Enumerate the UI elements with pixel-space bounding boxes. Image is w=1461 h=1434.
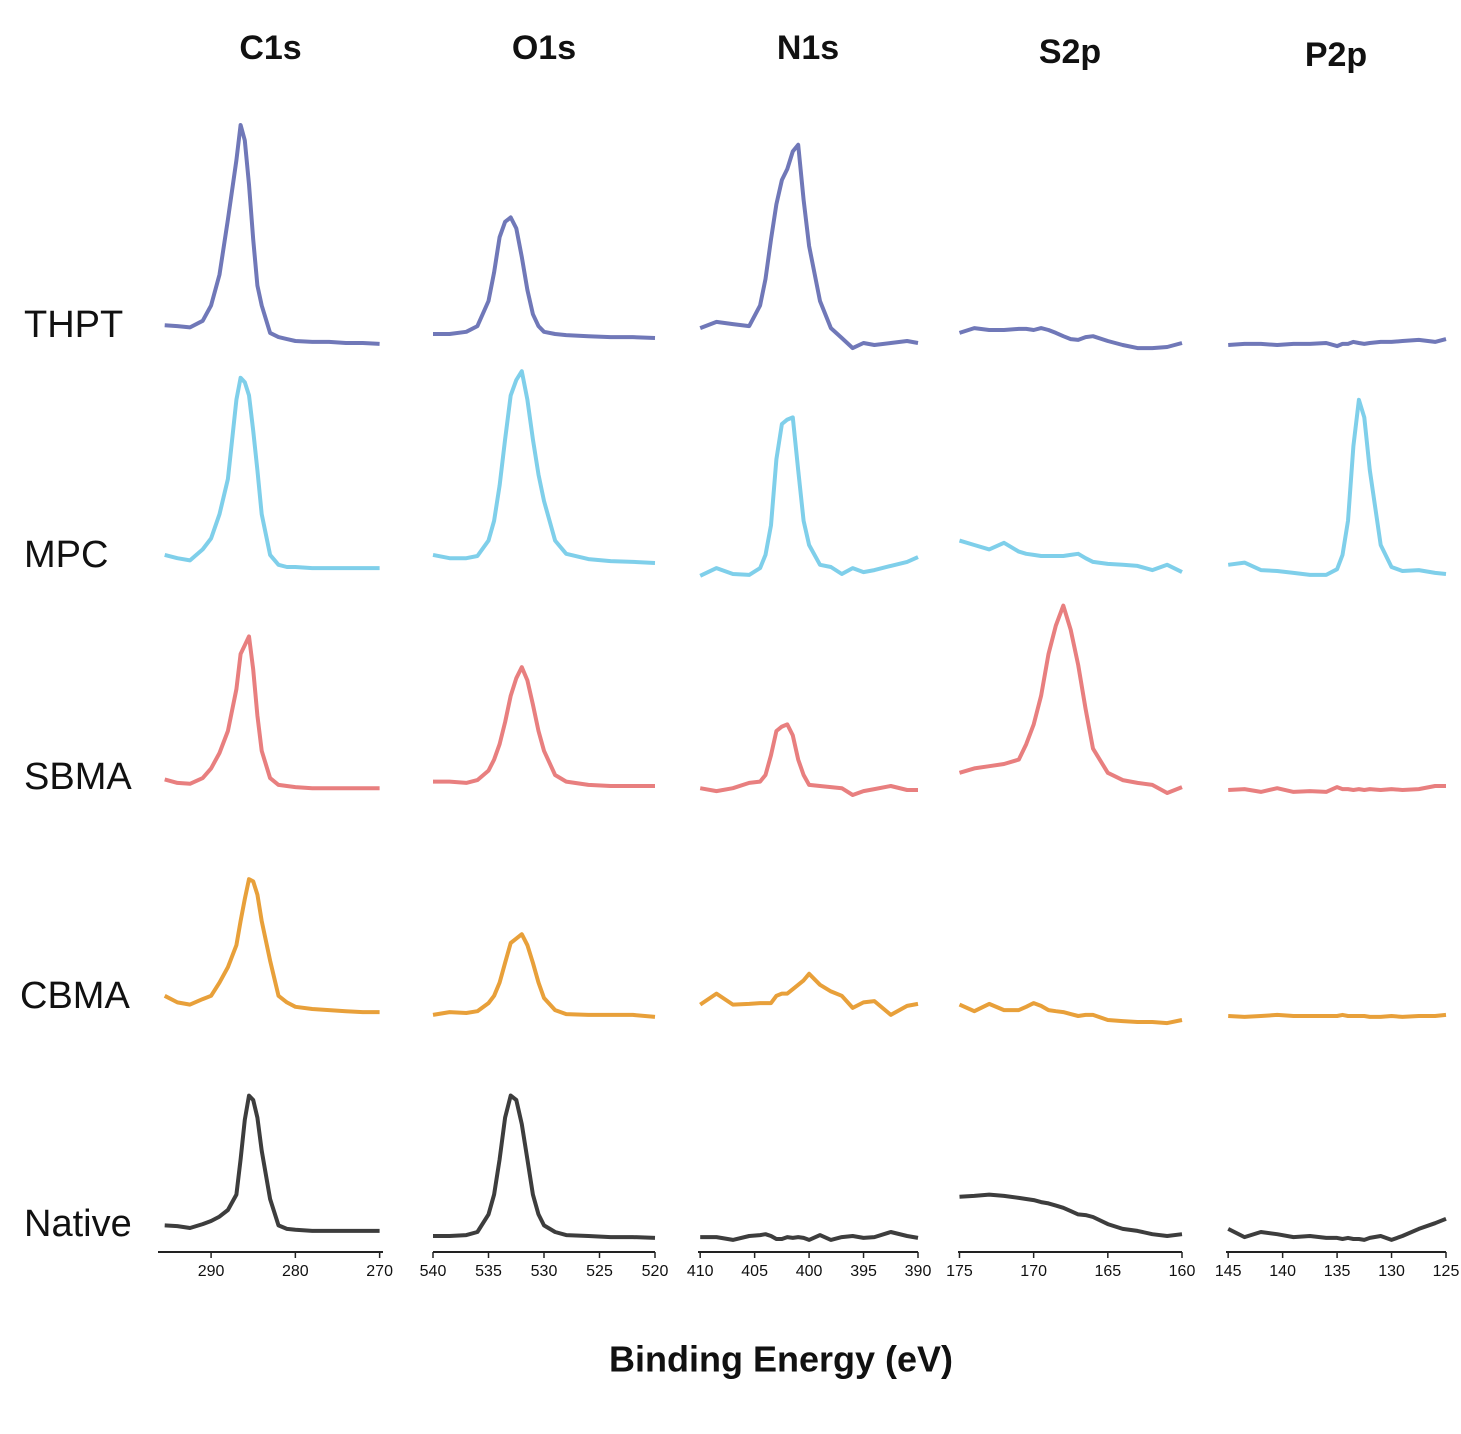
panel-title: O1s — [512, 29, 576, 67]
x-tick-label: 170 — [1020, 1263, 1047, 1280]
x-tick-label: 405 — [741, 1263, 768, 1280]
spectrum-line — [432, 932, 656, 1019]
spectrum-line — [699, 142, 919, 351]
row-label: MPC — [24, 534, 108, 576]
spectrum-line — [1228, 337, 1447, 349]
x-tick-label: 530 — [531, 1263, 558, 1280]
spectrum-line — [164, 123, 380, 346]
spectrum-line — [433, 1093, 656, 1240]
x-tick-label: 165 — [1094, 1263, 1121, 1280]
spectrum-line — [699, 722, 918, 797]
x-tick-label: 535 — [475, 1263, 502, 1280]
spectrum-line — [164, 1093, 380, 1233]
spectrum-line — [699, 971, 919, 1017]
spectrum-line — [163, 877, 380, 1015]
row-label: Native — [24, 1203, 132, 1245]
spectrum-line — [699, 415, 919, 578]
spectrum-line — [700, 1230, 919, 1242]
row-label: SBMA — [24, 756, 132, 798]
x-tick-label: 395 — [850, 1263, 877, 1280]
x-tick-label: 140 — [1269, 1263, 1296, 1280]
spectrum-line — [164, 634, 380, 791]
spectrum-line — [433, 665, 655, 788]
x-tick-label: 520 — [642, 1263, 669, 1280]
x-axis-title: Binding Energy (eV) — [609, 1339, 953, 1380]
x-tick-label: 410 — [687, 1263, 714, 1280]
spectrum-line — [958, 538, 1183, 574]
row-label: THPT — [24, 304, 123, 346]
panel-title: C1s — [239, 29, 301, 67]
spectrum-line — [433, 215, 656, 340]
spectrum-line — [1227, 1216, 1447, 1242]
panel-title: N1s — [777, 29, 839, 67]
x-tick-label: 175 — [946, 1263, 973, 1280]
spectrum-line — [164, 375, 380, 571]
spectrum-line — [1228, 784, 1446, 794]
x-tick-label: 280 — [282, 1263, 309, 1280]
x-tick-label: 290 — [198, 1263, 225, 1280]
panel-title: P2p — [1305, 36, 1367, 74]
x-tick-label: 145 — [1215, 1263, 1242, 1280]
x-tick-label: 160 — [1169, 1263, 1196, 1280]
spectrum-line — [432, 369, 656, 565]
spectrum-line — [958, 603, 1183, 795]
row-label: CBMA — [20, 975, 130, 1017]
x-tick-label: 400 — [796, 1263, 823, 1280]
spectrum-line — [1228, 1012, 1447, 1019]
x-tick-label: 390 — [905, 1263, 932, 1280]
x-tick-label: 125 — [1433, 1263, 1460, 1280]
panel-title: S2p — [1039, 33, 1101, 71]
x-tick-label: 540 — [420, 1263, 447, 1280]
spectrum-line — [1227, 397, 1447, 577]
x-tick-label: 130 — [1378, 1263, 1405, 1280]
x-tick-label: 270 — [366, 1263, 393, 1280]
x-tick-label: 525 — [586, 1263, 613, 1280]
x-tick-label: 135 — [1324, 1263, 1351, 1280]
spectrum-line — [958, 326, 1183, 351]
spectrum-line — [959, 1192, 1183, 1238]
spectrum-line — [958, 1001, 1183, 1026]
